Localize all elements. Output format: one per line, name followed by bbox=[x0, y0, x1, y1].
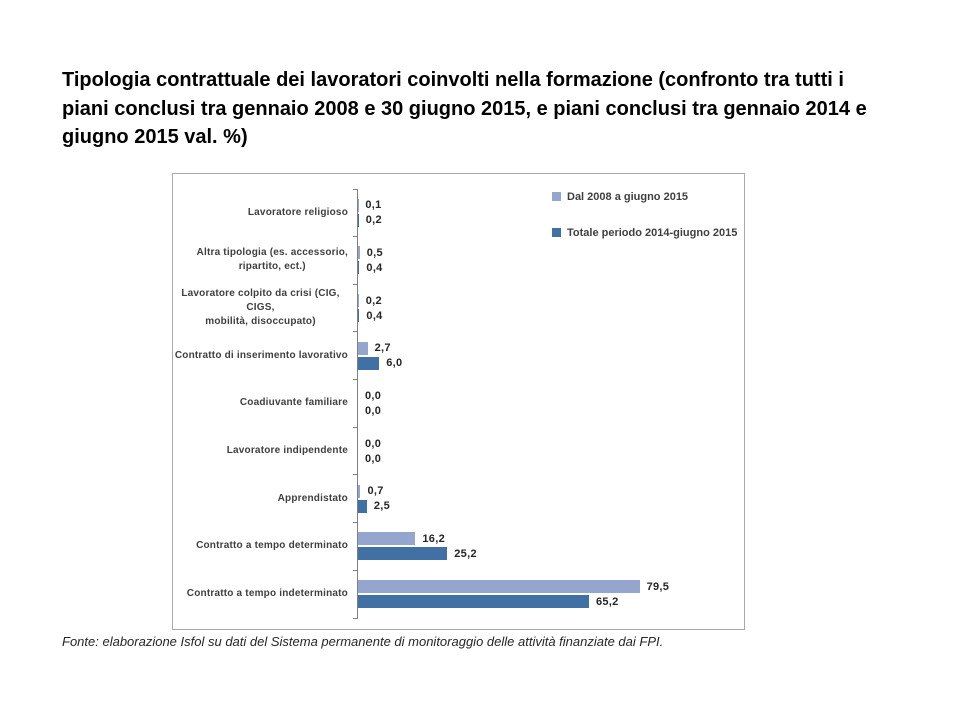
category-label: Coadiuvante familiare bbox=[239, 397, 348, 409]
bar-line: 0,4 bbox=[358, 261, 737, 275]
bar-series-2008-2015 bbox=[358, 294, 359, 308]
bar-group: 0,0 0,0 bbox=[358, 380, 737, 428]
bar-series-2014-2015 bbox=[358, 309, 360, 323]
category-label: Apprendistato bbox=[277, 492, 348, 504]
source-note: Fonte: elaborazione Isfol su dati del Si… bbox=[62, 634, 664, 649]
value-label: 0,2 bbox=[365, 214, 382, 227]
bar-line: 0,4 bbox=[358, 309, 737, 323]
bar-line: 0,0 bbox=[358, 437, 737, 450]
bar-series-2008-2015 bbox=[358, 484, 361, 498]
bar-line: 0,0 bbox=[358, 452, 737, 465]
bar-series-2008-2015 bbox=[358, 532, 416, 546]
legend-item: Totale periodo 2014-giugno 2015 bbox=[552, 226, 742, 241]
value-label: 65,2 bbox=[595, 595, 619, 608]
value-label: 0,4 bbox=[366, 309, 383, 322]
value-label: 0,4 bbox=[366, 261, 383, 274]
plot-area: 0,1 0,2 0,5 0,4 0,2 0,4 2,7 6,0 0,0 0,0 0,0 0,0 0,7 2… bbox=[353, 188, 737, 619]
bar-line: 0,0 bbox=[358, 389, 737, 402]
value-label: 0,0 bbox=[365, 404, 382, 417]
axis-tick bbox=[353, 522, 358, 524]
bar-group: 0,1 0,2 bbox=[358, 189, 737, 237]
value-label: 0,5 bbox=[366, 246, 383, 259]
axis-tick bbox=[353, 283, 358, 285]
legend-swatch-icon bbox=[552, 192, 561, 201]
bar-line: 0,2 bbox=[358, 294, 737, 308]
bar-line: 25,2 bbox=[358, 547, 737, 561]
value-label: 0,0 bbox=[365, 437, 382, 450]
value-label: 2,5 bbox=[373, 500, 391, 513]
legend-label: Totale periodo 2014-giugno 2015 bbox=[567, 227, 738, 240]
bar-line: 0,7 bbox=[358, 484, 737, 498]
category-label: Lavoratore indipendente bbox=[226, 445, 348, 457]
value-label: 2,7 bbox=[374, 342, 391, 355]
bar-line: 6,0 bbox=[358, 356, 737, 370]
category-row: Apprendistato bbox=[173, 475, 353, 523]
value-label: 0,2 bbox=[365, 294, 382, 307]
bar-line: 79,5 bbox=[358, 580, 737, 594]
bar-group: 0,0 0,0 bbox=[358, 427, 737, 475]
category-label: Lavoratore religioso bbox=[247, 206, 348, 218]
category-label: Contratto a tempo indeterminato bbox=[186, 588, 348, 600]
legend-swatch-icon bbox=[552, 228, 561, 238]
axis-tick bbox=[353, 569, 358, 571]
category-row: Contratto di inserimento lavorativo bbox=[173, 332, 353, 380]
axis-tick bbox=[353, 188, 358, 190]
bar-series-2008-2015 bbox=[358, 341, 368, 355]
category-row: Coadiuvante familiare bbox=[173, 380, 353, 428]
bar-line: 0,2 bbox=[358, 213, 737, 227]
category-row: Contratto a tempo indeterminato bbox=[173, 570, 353, 618]
bar-line: 0,0 bbox=[358, 404, 737, 417]
bar-series-2014-2015 bbox=[358, 547, 448, 561]
bar-group: 0,5 0,4 bbox=[358, 237, 737, 285]
category-row: Lavoratore indipendente bbox=[173, 427, 353, 475]
axis-tick bbox=[353, 331, 358, 333]
bar-line: 65,2 bbox=[358, 595, 737, 609]
category-row: Lavoratore religioso bbox=[173, 189, 353, 237]
category-label: Altra tipologia (es. accessorio, riparti… bbox=[196, 247, 348, 273]
bar-series-2008-2015 bbox=[358, 580, 640, 594]
legend-label: Dal 2008 a giugno 2015 bbox=[567, 191, 689, 203]
axis-tick bbox=[353, 426, 358, 428]
value-label: 79,5 bbox=[646, 580, 670, 593]
category-label: Lavoratore colpito da crisi (CIG, CIGS, … bbox=[181, 288, 340, 328]
bar-series-2014-2015 bbox=[358, 595, 589, 609]
value-label: 6,0 bbox=[386, 357, 403, 370]
bar-group: 0,7 2,5 bbox=[358, 475, 737, 523]
legend-item: Dal 2008 a giugno 2015 bbox=[552, 190, 742, 205]
value-label: 0,0 bbox=[365, 389, 382, 402]
chart-frame: Lavoratore religioso Altra tipologia (es.… bbox=[172, 173, 745, 630]
category-axis: Lavoratore religioso Altra tipologia (es.… bbox=[173, 189, 353, 618]
bar-line: 0,1 bbox=[358, 198, 737, 212]
axis-tick bbox=[353, 379, 358, 381]
value-label: 0,0 bbox=[365, 452, 382, 465]
axis-tick bbox=[353, 236, 358, 238]
bar-series-2014-2015 bbox=[358, 213, 359, 227]
bar-line: 2,7 bbox=[358, 341, 737, 355]
bar-line: 2,5 bbox=[358, 499, 737, 513]
bar-line: 0,5 bbox=[358, 246, 737, 260]
value-label: 0,1 bbox=[365, 199, 382, 212]
bar-group: 2,7 6,0 bbox=[358, 332, 737, 380]
bar-group: 79,5 65,2 bbox=[358, 570, 737, 618]
value-label: 0,7 bbox=[367, 485, 384, 498]
value-label: 25,2 bbox=[454, 547, 477, 560]
category-row: Contratto a tempo determinato bbox=[173, 523, 353, 571]
category-row: Altra tipologia (es. accessorio, riparti… bbox=[173, 237, 353, 285]
page-title: Tipologia contrattuale dei lavoratori co… bbox=[62, 69, 867, 149]
bar-line: 16,2 bbox=[358, 532, 737, 546]
bar-series-2014-2015 bbox=[358, 261, 360, 275]
category-row: Lavoratore colpito da crisi (CIG, CIGS, … bbox=[173, 284, 353, 332]
value-label: 16,2 bbox=[422, 532, 445, 545]
category-label: Contratto di inserimento lavorativo bbox=[174, 349, 348, 361]
bar-series-2008-2015 bbox=[358, 246, 360, 260]
axis-tick bbox=[353, 617, 358, 619]
bar-series-2014-2015 bbox=[358, 356, 380, 370]
category-label: Contratto a tempo determinato bbox=[196, 540, 348, 552]
bar-group: 16,2 25,2 bbox=[358, 523, 737, 571]
bar-group: 0,2 0,4 bbox=[358, 284, 737, 332]
axis-tick bbox=[353, 474, 358, 476]
bar-series-2014-2015 bbox=[358, 499, 367, 513]
legend: Dal 2008 a giugno 2015 Totale periodo 201… bbox=[552, 190, 742, 263]
